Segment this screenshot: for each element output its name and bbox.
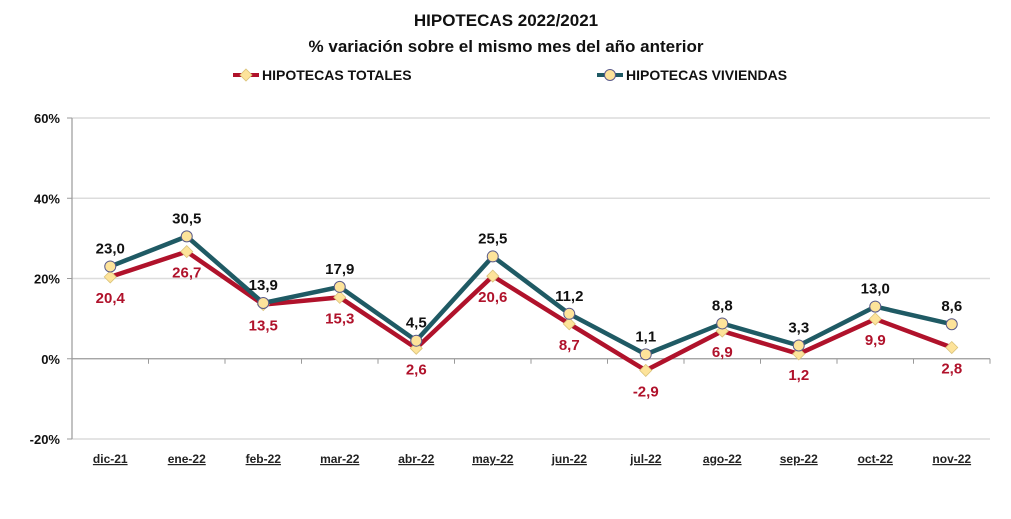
x-tick-label: feb-22 bbox=[246, 452, 282, 466]
data-label-viviendas: 4,5 bbox=[406, 315, 427, 332]
x-tick-label: may-22 bbox=[472, 452, 514, 466]
chart-subtitle: % variación sobre el mismo mes del año a… bbox=[309, 37, 704, 56]
data-label-viviendas: 30,5 bbox=[172, 210, 201, 227]
data-label-totales: 15,3 bbox=[325, 310, 354, 327]
data-label-viviendas: 8,8 bbox=[712, 297, 733, 314]
x-tick-label: jul-22 bbox=[629, 452, 662, 466]
data-label-viviendas: 11,2 bbox=[555, 288, 583, 305]
series-line-totales bbox=[109, 249, 953, 373]
data-point-viviendas bbox=[486, 250, 499, 263]
data-label-totales: 8,7 bbox=[559, 337, 580, 354]
legend-diamond-marker-icon bbox=[239, 68, 253, 82]
data-point-totales bbox=[333, 290, 347, 304]
data-point-viviendas bbox=[792, 339, 805, 352]
data-label-totales: 6,9 bbox=[712, 344, 733, 361]
data-point-viviendas bbox=[869, 300, 882, 313]
data-label-totales: 20,4 bbox=[96, 290, 126, 307]
y-tick-label: -20% bbox=[30, 432, 61, 447]
data-point-viviendas bbox=[180, 230, 193, 243]
data-point-viviendas bbox=[563, 307, 576, 320]
legend-label-totales: HIPOTECAS TOTALES bbox=[262, 67, 412, 83]
series-line-viviendas bbox=[109, 233, 953, 357]
data-point-totales bbox=[180, 245, 194, 259]
data-point-viviendas bbox=[104, 260, 117, 273]
data-label-viviendas: 3,3 bbox=[788, 320, 809, 337]
data-point-totales bbox=[562, 317, 576, 331]
data-labels: 20,4 26,7 13,5 15,3 2,6 20,6 8,7 -2,9 6,9 1,2 9,9 2… bbox=[96, 210, 963, 400]
legend-item-totales: HIPOTECAS TOTALES bbox=[233, 67, 412, 83]
gridlines bbox=[72, 117, 990, 440]
data-point-viviendas bbox=[410, 334, 423, 347]
x-tick-label: mar-22 bbox=[320, 452, 360, 466]
data-point-viviendas bbox=[639, 348, 652, 361]
x-tick-label: ene-22 bbox=[168, 452, 206, 466]
data-point-viviendas bbox=[333, 280, 346, 293]
data-label-viviendas: 1,1 bbox=[635, 328, 656, 345]
data-label-viviendas: 13,0 bbox=[861, 281, 890, 298]
data-point-viviendas bbox=[945, 318, 958, 331]
x-tick-label: dic-21 bbox=[93, 452, 128, 466]
y-tick-label: 40% bbox=[34, 191, 60, 206]
x-tick-label: nov-22 bbox=[932, 452, 971, 466]
series bbox=[103, 230, 959, 377]
chart-title: HIPOTECAS 2022/2021 bbox=[414, 11, 598, 30]
data-label-totales: 9,9 bbox=[865, 332, 886, 349]
data-label-viviendas: 8,6 bbox=[941, 298, 962, 315]
data-label-viviendas: 17,9 bbox=[325, 261, 354, 278]
y-tick-label: 60% bbox=[34, 111, 60, 126]
data-point-totales bbox=[486, 269, 500, 283]
y-axis-ticks: -20% 0% 20% 40% 60% bbox=[30, 111, 72, 447]
data-label-totales: 26,7 bbox=[172, 265, 201, 282]
data-label-viviendas: 25,5 bbox=[478, 230, 507, 247]
legend-label-viviendas: HIPOTECAS VIVIENDAS bbox=[626, 67, 787, 83]
y-tick-label: 20% bbox=[34, 272, 60, 287]
data-label-totales: 2,6 bbox=[406, 361, 427, 378]
x-tick-label: oct-22 bbox=[858, 452, 894, 466]
data-point-totales bbox=[945, 340, 959, 355]
data-point-totales bbox=[103, 270, 117, 284]
data-label-totales: 20,6 bbox=[478, 289, 507, 306]
data-point-totales bbox=[792, 347, 806, 361]
y-tick-label: 0% bbox=[41, 352, 60, 367]
legend-item-viviendas: HIPOTECAS VIVIENDAS bbox=[597, 67, 787, 83]
legend: HIPOTECAS TOTALES HIPOTECAS VIVIENDAS bbox=[233, 67, 787, 83]
data-label-totales: -2,9 bbox=[633, 383, 659, 400]
data-point-totales bbox=[868, 312, 882, 326]
x-tick-label: ago-22 bbox=[703, 452, 742, 466]
data-point-viviendas bbox=[716, 317, 729, 330]
data-label-totales: 13,5 bbox=[249, 318, 278, 335]
legend-circle-marker-icon bbox=[604, 69, 616, 81]
x-tick-label: jun-22 bbox=[551, 452, 588, 466]
data-point-totales bbox=[639, 363, 653, 377]
x-axis-ticks: dic-21 ene-22 feb-22 mar-22 abr-22 may-22 jun-… bbox=[71, 358, 991, 466]
data-label-viviendas: 23,0 bbox=[96, 240, 125, 257]
data-label-viviendas: 13,9 bbox=[249, 277, 278, 294]
data-label-totales: 1,2 bbox=[788, 367, 809, 384]
x-tick-label: sep-22 bbox=[780, 452, 818, 466]
data-label-totales: 2,8 bbox=[941, 361, 962, 378]
x-tick-label: abr-22 bbox=[398, 452, 434, 466]
data-point-viviendas bbox=[257, 296, 270, 309]
